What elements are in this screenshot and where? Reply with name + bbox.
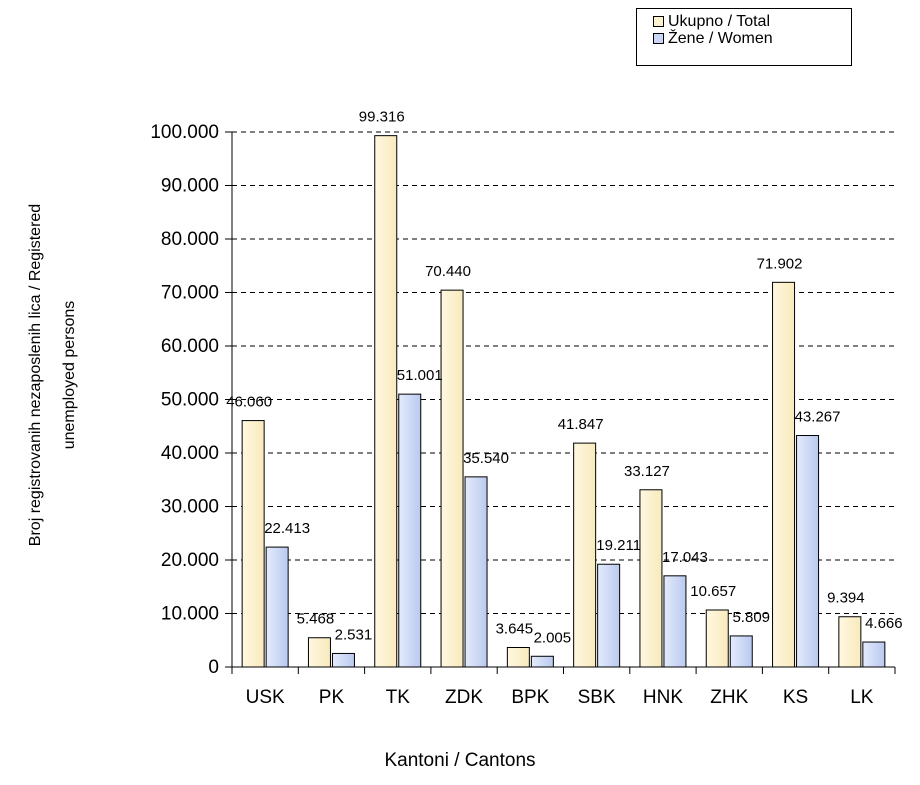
bar-women bbox=[265, 546, 289, 668]
legend-swatch-total bbox=[653, 16, 664, 27]
data-label-women: 43.267 bbox=[795, 409, 841, 426]
legend-label-women: Žene / Women bbox=[668, 30, 773, 47]
bar-women bbox=[862, 641, 886, 668]
x-tick-label: PK bbox=[319, 687, 345, 708]
x-tick-label: LK bbox=[850, 687, 874, 708]
data-label-women: 51.001 bbox=[397, 367, 443, 384]
y-tick-label: 10.000 bbox=[161, 604, 219, 625]
data-label-women: 22.413 bbox=[264, 520, 310, 537]
y-tick-label: 70.000 bbox=[161, 283, 219, 304]
data-label-total: 46.060 bbox=[226, 394, 272, 411]
y-axis-title-line-2: unemployed persons bbox=[61, 300, 78, 450]
data-label-total: 9.394 bbox=[827, 590, 865, 607]
y-tick-label: 90.000 bbox=[161, 176, 219, 197]
bar-total bbox=[639, 489, 663, 668]
bar-total bbox=[705, 609, 729, 668]
value-labels: 46.060 5.468 99.316 70.440 3.645 41.847 33.127… bbox=[226, 109, 902, 647]
bar-total bbox=[573, 442, 597, 668]
bar-total bbox=[307, 637, 331, 668]
bar-total bbox=[838, 616, 862, 668]
y-axis-title-line-1: Broj registrovanih nezaposlenih lica / R… bbox=[27, 203, 44, 547]
legend-item-total: Ukupno / Total bbox=[653, 13, 851, 30]
bar-women bbox=[729, 635, 753, 668]
legend-swatch-women bbox=[653, 33, 664, 44]
data-label-women: 5.809 bbox=[732, 609, 770, 626]
y-tick-label: 30.000 bbox=[161, 497, 219, 518]
y-axis-title: Broj registrovanih nezaposlenih lica / R… bbox=[8, 140, 98, 610]
bar-women bbox=[464, 476, 488, 668]
data-label-women: 17.043 bbox=[662, 549, 708, 566]
y-tick-label: 0 bbox=[208, 657, 219, 678]
bar-total bbox=[374, 135, 398, 668]
y-tick-label: 60.000 bbox=[161, 336, 219, 357]
x-tick-label: TK bbox=[386, 687, 411, 708]
bar-total bbox=[506, 646, 530, 668]
legend-item-women: Žene / Women bbox=[653, 30, 851, 47]
axes: 0 10.000 20.000 30.000 40.000 50.000 60.000 70.… bbox=[150, 122, 896, 708]
x-tick-label: BPK bbox=[511, 687, 549, 708]
x-tick-label: ZHK bbox=[710, 687, 748, 708]
bar-women bbox=[398, 393, 422, 668]
data-label-women: 35.540 bbox=[463, 450, 509, 467]
data-label-women: 19.211 bbox=[596, 537, 641, 554]
data-label-women: 4.666 bbox=[865, 615, 903, 632]
y-tick-label: 100.000 bbox=[150, 122, 219, 143]
bar-women bbox=[597, 563, 621, 668]
bar-women bbox=[530, 655, 554, 668]
bar-women bbox=[331, 652, 355, 668]
data-label-total: 3.645 bbox=[496, 620, 534, 637]
bar-women bbox=[663, 575, 687, 668]
x-tick-label: HNK bbox=[643, 687, 683, 708]
data-label-total: 33.127 bbox=[624, 463, 670, 480]
y-tick-label: 40.000 bbox=[161, 443, 219, 464]
x-tick-label: USK bbox=[246, 687, 285, 708]
bar-total bbox=[772, 281, 796, 668]
y-tick-label: 20.000 bbox=[161, 550, 219, 571]
data-label-total: 5.468 bbox=[297, 611, 335, 628]
bar-total bbox=[440, 289, 464, 668]
data-label-total: 71.902 bbox=[757, 255, 803, 272]
gridlines bbox=[232, 131, 895, 614]
y-tick-label: 80.000 bbox=[161, 229, 219, 250]
data-label-women: 2.005 bbox=[534, 629, 572, 646]
data-label-total: 41.847 bbox=[558, 416, 604, 433]
data-label-women: 2.531 bbox=[335, 626, 373, 643]
bar-total bbox=[241, 420, 265, 668]
legend: Ukupno / Total Žene / Women bbox=[636, 8, 852, 66]
x-tick-label: KS bbox=[783, 687, 808, 708]
data-label-total: 10.657 bbox=[690, 583, 736, 600]
y-tick-label: 50.000 bbox=[161, 390, 219, 411]
bars bbox=[241, 135, 886, 668]
legend-label-total: Ukupno / Total bbox=[668, 13, 770, 30]
x-tick-label: SBK bbox=[578, 687, 616, 708]
data-label-total: 99.316 bbox=[359, 109, 405, 126]
x-axis-title: Kantoni / Cantons bbox=[384, 750, 536, 771]
x-tick-label: ZDK bbox=[445, 687, 483, 708]
bar-women bbox=[796, 435, 820, 668]
data-label-total: 70.440 bbox=[425, 263, 471, 280]
